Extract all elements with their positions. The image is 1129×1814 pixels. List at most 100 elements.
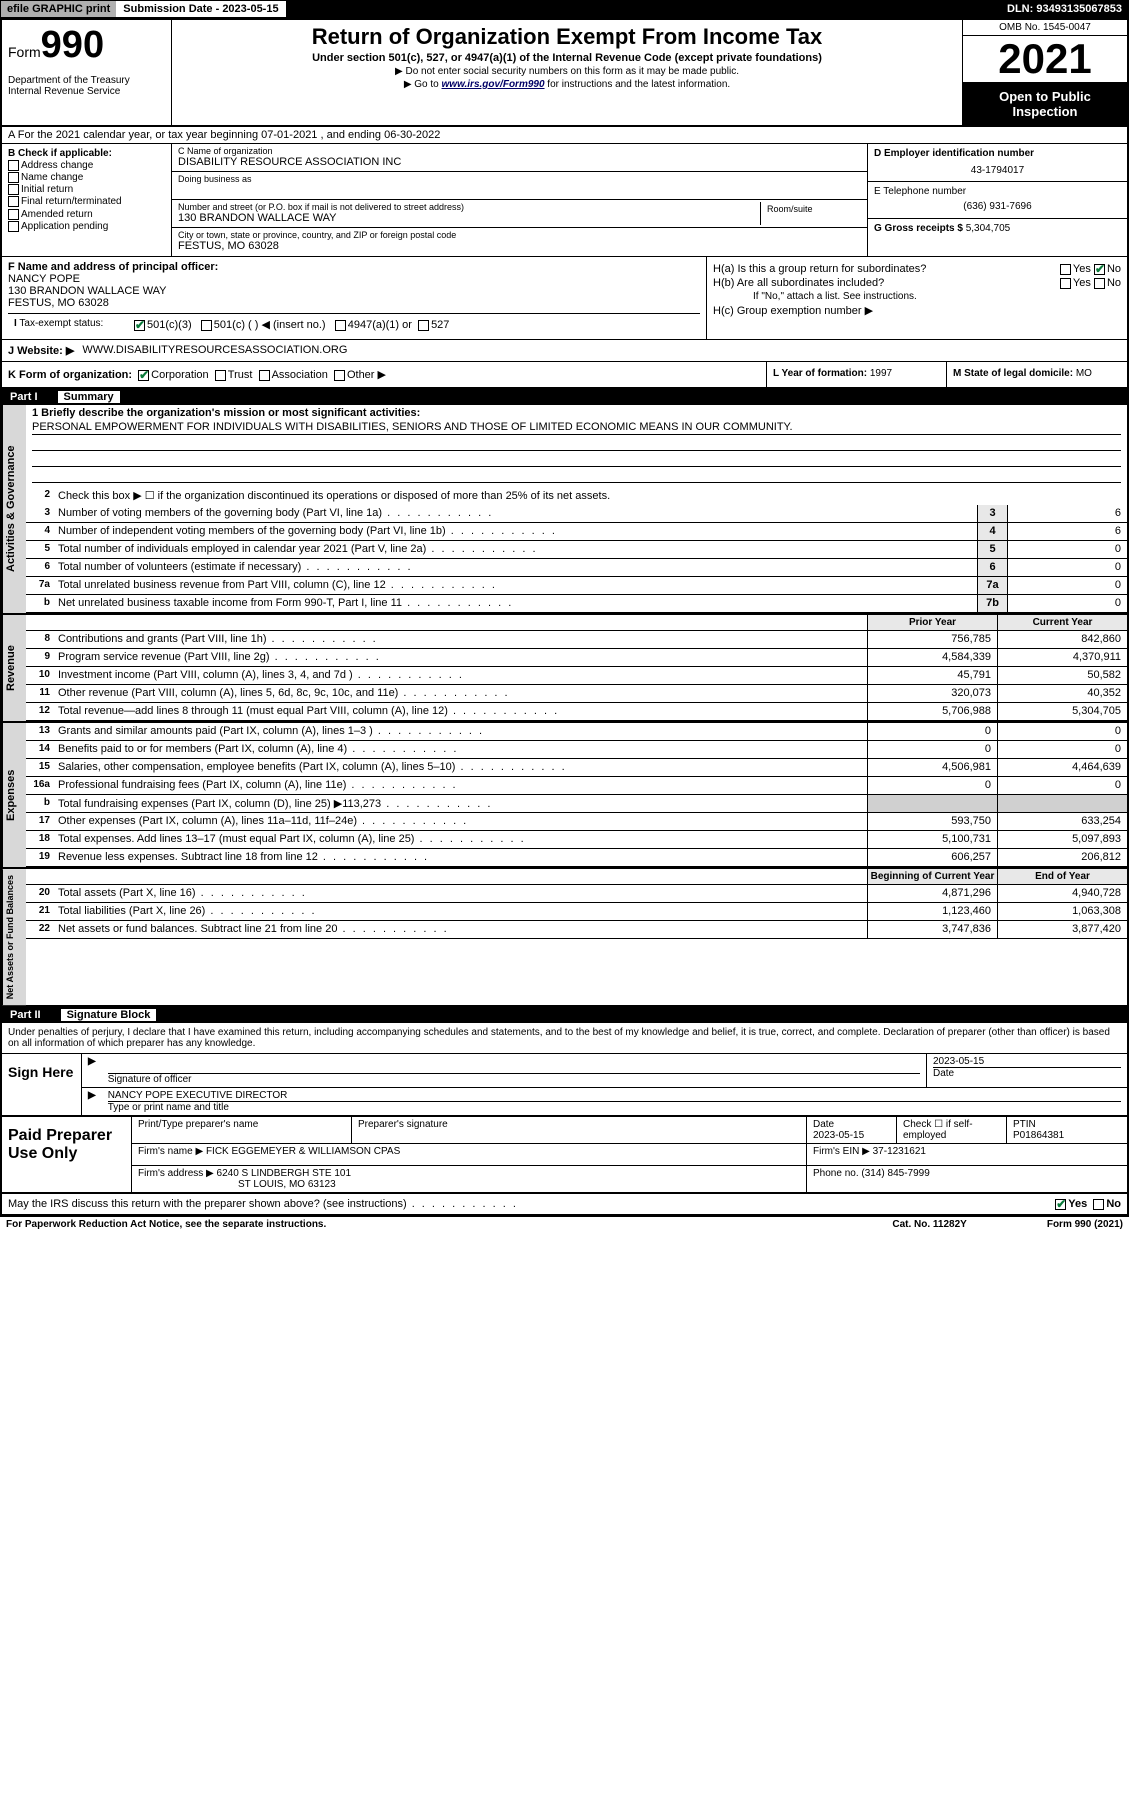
part2-header: Part II Signature Block bbox=[2, 1007, 1127, 1023]
ha-yes: Yes bbox=[1073, 263, 1091, 275]
box: 3 bbox=[977, 505, 1007, 522]
discuss-answers: Yes No bbox=[1055, 1198, 1121, 1210]
cb-corp[interactable] bbox=[138, 370, 149, 381]
irs-link[interactable]: www.irs.gov/Form990 bbox=[442, 79, 545, 90]
prior: 3,747,836 bbox=[867, 921, 997, 938]
cb-other[interactable] bbox=[334, 370, 345, 381]
form-header: Form990 Department of the Treasury Inter… bbox=[2, 20, 1127, 127]
m-state: M State of legal domicile: MO bbox=[947, 362, 1127, 387]
footer-mid: Cat. No. 11282Y bbox=[892, 1219, 966, 1230]
current: 1,063,308 bbox=[997, 903, 1127, 920]
num: 13 bbox=[26, 723, 54, 740]
line-16a: 16a Professional fundraising fees (Part … bbox=[26, 777, 1127, 795]
num: 5 bbox=[26, 541, 54, 558]
part1-exp: Expenses 13 Grants and similar amounts p… bbox=[2, 723, 1127, 869]
cb-527[interactable] bbox=[418, 320, 429, 331]
cb-hb-yes[interactable] bbox=[1060, 278, 1071, 289]
cb-trust[interactable] bbox=[215, 370, 226, 381]
col-h: H(a) Is this a group return for subordin… bbox=[707, 257, 1127, 339]
col-b: B Check if applicable: Address change Na… bbox=[2, 144, 172, 256]
q1-label: 1 Briefly describe the organization's mi… bbox=[32, 407, 1121, 419]
cb-501c3[interactable] bbox=[134, 320, 145, 331]
desc: Revenue less expenses. Subtract line 18 … bbox=[54, 849, 867, 866]
line-5: 5 Total number of individuals employed i… bbox=[26, 541, 1127, 559]
q2-desc: Check this box ▶ ☐ if the organization d… bbox=[54, 487, 1127, 505]
cb-address-change[interactable]: Address change bbox=[8, 160, 165, 171]
firm-phone: (314) 845-7999 bbox=[861, 1168, 929, 1179]
hb-yes: Yes bbox=[1073, 277, 1091, 289]
col-f: F Name and address of principal officer:… bbox=[2, 257, 707, 339]
open-public: Open to Public Inspection bbox=[963, 83, 1127, 125]
exp-content: 13 Grants and similar amounts paid (Part… bbox=[26, 723, 1127, 867]
col-c: C Name of organization DISABILITY RESOUR… bbox=[172, 144, 867, 256]
cb-final-return[interactable]: Final return/terminated bbox=[8, 196, 165, 207]
num: 18 bbox=[26, 831, 54, 848]
hb-no: No bbox=[1107, 277, 1121, 289]
c-name-label: C Name of organization bbox=[178, 146, 861, 156]
p-date-cell: Date2023-05-15 bbox=[807, 1117, 897, 1143]
cb-hb-no[interactable] bbox=[1094, 278, 1105, 289]
num: 14 bbox=[26, 741, 54, 758]
cb-discuss-no[interactable] bbox=[1093, 1199, 1104, 1210]
part1-rev: Revenue Prior Year Current Year 8 Contri… bbox=[2, 615, 1127, 723]
form-number: Form990 bbox=[8, 24, 165, 67]
cb-4947[interactable] bbox=[335, 320, 346, 331]
sig-name-lbl: Type or print name and title bbox=[108, 1102, 1121, 1113]
hc-row: H(c) Group exemption number ▶ bbox=[713, 304, 1121, 317]
cb-addr-label: Address change bbox=[21, 160, 93, 171]
line-19: 19 Revenue less expenses. Subtract line … bbox=[26, 849, 1127, 867]
cb-name-change[interactable]: Name change bbox=[8, 172, 165, 183]
desc: Contributions and grants (Part VIII, lin… bbox=[54, 631, 867, 648]
header-right: OMB No. 1545-0047 2021 Open to Public In… bbox=[962, 20, 1127, 125]
desc: Investment income (Part VIII, column (A)… bbox=[54, 667, 867, 684]
sig-officer-cell: Signature of officer bbox=[102, 1054, 927, 1087]
cb-amended[interactable]: Amended return bbox=[8, 209, 165, 220]
cb-initial-return[interactable]: Initial return bbox=[8, 184, 165, 195]
f-name: NANCY POPE bbox=[8, 273, 700, 285]
cb-501c[interactable] bbox=[201, 320, 212, 331]
desc: Grants and similar amounts paid (Part IX… bbox=[54, 723, 867, 740]
prior: 320,073 bbox=[867, 685, 997, 702]
cb-assoc[interactable] bbox=[259, 370, 270, 381]
e-phone: E Telephone number (636) 931-7696 bbox=[868, 182, 1127, 220]
cb-app-label: Application pending bbox=[21, 221, 108, 232]
cb-final-label: Final return/terminated bbox=[21, 197, 122, 208]
line-11: 11 Other revenue (Part VIII, column (A),… bbox=[26, 685, 1127, 703]
desc: Total unrelated business revenue from Pa… bbox=[54, 577, 977, 594]
rev-content: Prior Year Current Year 8 Contributions … bbox=[26, 615, 1127, 721]
paid-preparer-block: Paid Preparer Use Only Print/Type prepar… bbox=[2, 1117, 1127, 1194]
num: 10 bbox=[26, 667, 54, 684]
q1-blank2 bbox=[32, 453, 1121, 467]
prior: 0 bbox=[867, 777, 997, 794]
current: 5,097,893 bbox=[997, 831, 1127, 848]
f-addr2: FESTUS, MO 63028 bbox=[8, 297, 700, 309]
i-opts: 501(c)(3) 501(c) ( ) ◀ (insert no.) 4947… bbox=[128, 314, 455, 335]
line-b: b Net unrelated business taxable income … bbox=[26, 595, 1127, 613]
line-21: 21 Total liabilities (Part X, line 26) 1… bbox=[26, 903, 1127, 921]
d-label: D Employer identification number bbox=[874, 148, 1121, 159]
line-4: 4 Number of independent voting members o… bbox=[26, 523, 1127, 541]
d-val: 43-1794017 bbox=[874, 165, 1121, 176]
box: 7b bbox=[977, 595, 1007, 612]
c-city: City or town, state or province, country… bbox=[172, 228, 867, 256]
hb-answers: Yes No bbox=[1060, 277, 1121, 289]
firm-name: FICK EGGEMEYER & WILLIAMSON CPAS bbox=[206, 1146, 400, 1157]
efile-label[interactable]: efile GRAPHIC print bbox=[1, 1, 117, 17]
sig-line[interactable] bbox=[108, 1056, 920, 1074]
sign-here-block: Sign Here ▶ Signature of officer 2023-05… bbox=[2, 1054, 1127, 1117]
col-begin: Beginning of Current Year bbox=[867, 869, 997, 884]
line-18: 18 Total expenses. Add lines 13–17 (must… bbox=[26, 831, 1127, 849]
form-title: Return of Organization Exempt From Incom… bbox=[180, 24, 954, 50]
cb-discuss-yes[interactable] bbox=[1055, 1199, 1066, 1210]
col-end: End of Year bbox=[997, 869, 1127, 884]
paid-row3: Firm's address ▶ 6240 S LINDBERGH STE 10… bbox=[132, 1166, 1127, 1192]
firm-addr1: 6240 S LINDBERGH STE 101 bbox=[217, 1168, 352, 1179]
cb-app-pending[interactable]: Application pending bbox=[8, 221, 165, 232]
cb-ha-no[interactable] bbox=[1094, 264, 1105, 275]
sign-here: Sign Here bbox=[2, 1054, 82, 1115]
cb-ha-yes[interactable] bbox=[1060, 264, 1071, 275]
header-mid: Return of Organization Exempt From Incom… bbox=[172, 20, 962, 125]
tab-expenses: Expenses bbox=[2, 723, 26, 867]
current: 0 bbox=[997, 741, 1127, 758]
f-label: F Name and address of principal officer: bbox=[8, 261, 700, 273]
